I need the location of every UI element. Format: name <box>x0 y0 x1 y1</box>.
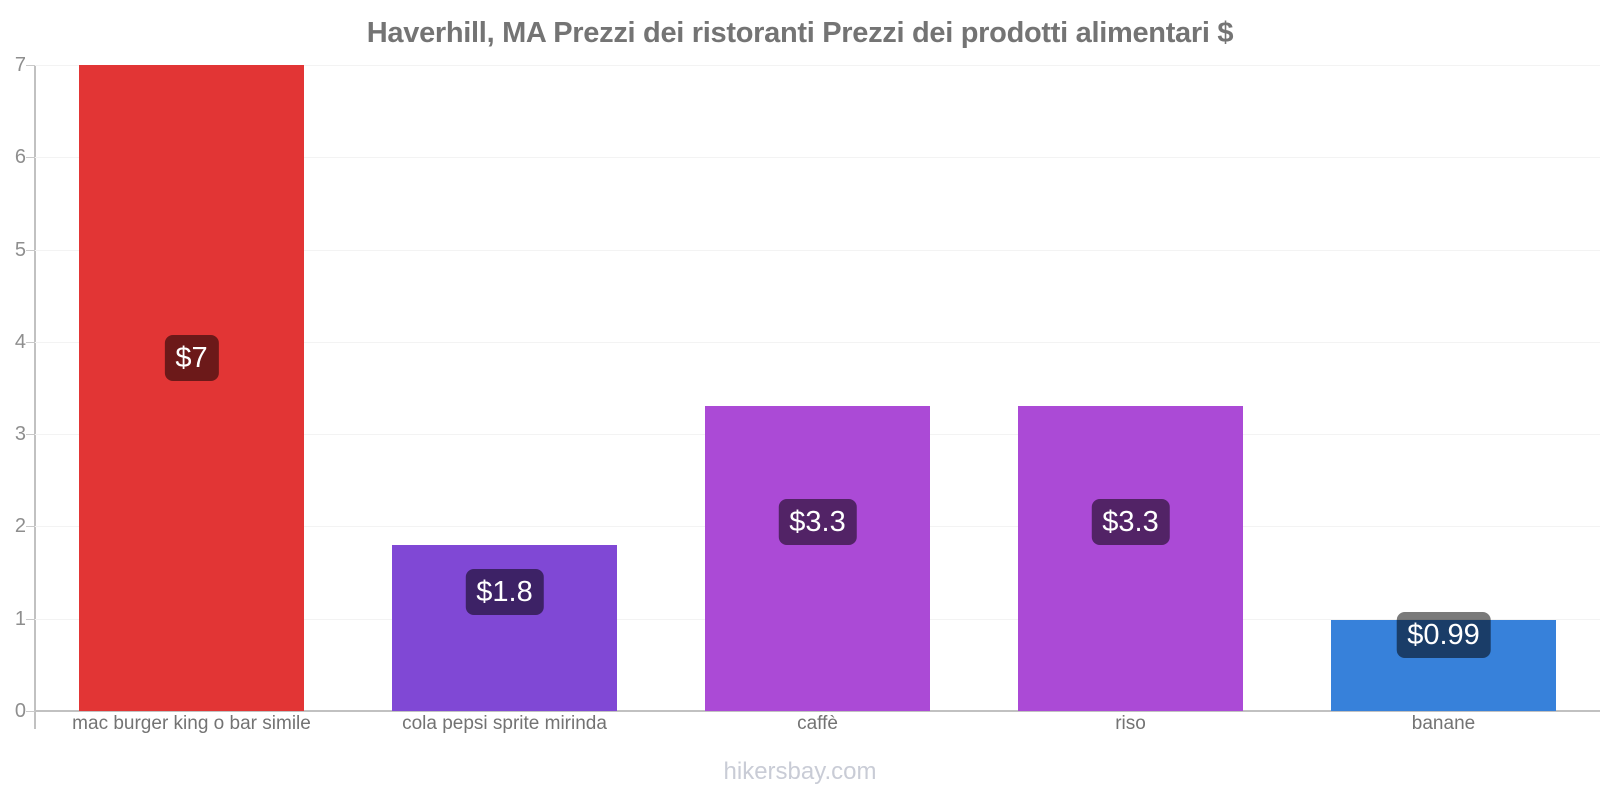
bar-caffè[interactable] <box>705 406 930 711</box>
value-label: $1.8 <box>465 569 544 615</box>
y-axis-tick-1 <box>26 618 35 620</box>
x-axis-line <box>34 710 1600 712</box>
y-axis-line <box>34 65 36 729</box>
y-axis-tick-5 <box>26 249 35 251</box>
gridline-5 <box>35 249 1600 251</box>
y-axis-tick-0 <box>26 711 35 712</box>
y-axis-tick-4 <box>26 341 35 343</box>
bar-slot: $3.3 <box>974 65 1287 711</box>
gridline-4 <box>35 341 1600 343</box>
bar-mac-burger-king-o-bar-simile[interactable] <box>79 65 304 711</box>
bar-slot: $3.3 <box>661 65 974 711</box>
bar-slot: $1.8 <box>348 65 661 711</box>
plot-area: $7 $1.8 $3.3 $3.3 $0.99 <box>35 65 1600 711</box>
y-axis-tick-6 <box>26 157 35 159</box>
category-label: cola pepsi sprite mirinda <box>402 713 607 734</box>
value-label: $7 <box>164 335 219 381</box>
y-axis-label-2: 2 <box>14 515 26 538</box>
y-axis-tick-2 <box>26 526 35 528</box>
y-axis-label-0: 0 <box>14 700 26 722</box>
y-axis-label-6: 6 <box>14 146 26 169</box>
value-label: $0.99 <box>1396 612 1491 658</box>
y-axis-label-5: 5 <box>14 238 26 261</box>
footer-watermark: hikersbay.com <box>723 758 877 785</box>
bar-riso[interactable] <box>1018 406 1243 711</box>
y-axis-label-1: 1 <box>14 607 26 630</box>
bar-slot: $0.99 <box>1287 65 1600 711</box>
bar-slot: $7 <box>35 65 348 711</box>
y-axis-tick-7 <box>26 65 35 66</box>
y-axis-tick-3 <box>26 434 35 436</box>
y-axis-label-3: 3 <box>14 423 26 446</box>
category-label: banane <box>1411 713 1476 734</box>
chart-title: Haverhill, MA Prezzi dei ristoranti Prez… <box>366 17 1234 49</box>
value-label: $3.3 <box>1091 499 1170 545</box>
y-axis-label-4: 4 <box>14 330 26 353</box>
category-label: riso <box>1115 713 1146 734</box>
category-label: mac burger king o bar simile <box>72 713 311 734</box>
gridline-6 <box>35 157 1600 159</box>
y-axis-label-7: 7 <box>14 54 26 76</box>
value-label: $3.3 <box>778 499 857 545</box>
gridline-7 <box>35 65 1600 66</box>
category-label: caffè <box>797 713 838 734</box>
